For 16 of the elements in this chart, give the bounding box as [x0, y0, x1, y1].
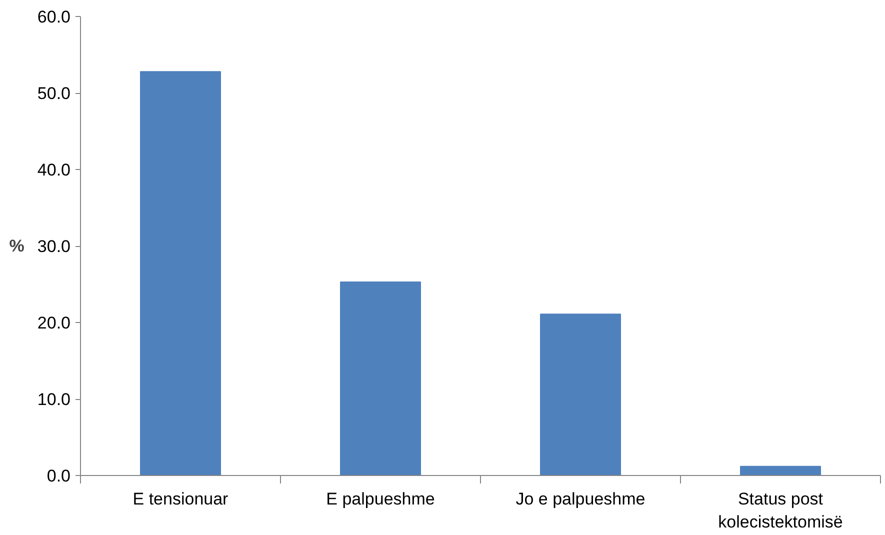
- y-axis-title: %: [9, 236, 24, 256]
- x-tick-label: E palpueshme: [326, 490, 435, 508]
- y-tick-label: 30.0: [37, 237, 71, 256]
- bar: [140, 71, 221, 476]
- y-tick-label: 20.0: [37, 314, 71, 332]
- bar: [540, 314, 621, 476]
- y-tick-label: 10.0: [37, 390, 71, 409]
- bar: [340, 281, 421, 476]
- x-tick-label: E tensionuar: [132, 490, 229, 508]
- bar: [740, 466, 821, 476]
- y-tick-label: 0.0: [46, 466, 71, 486]
- y-tick-label: 60.0: [37, 8, 71, 26]
- x-tick-label: Status post kolecistektomisë: [718, 490, 843, 532]
- y-tick-label: 50.0: [37, 84, 71, 103]
- x-tick-label: Jo e palpueshme: [516, 490, 646, 508]
- y-tick-label: 40.0: [37, 160, 71, 180]
